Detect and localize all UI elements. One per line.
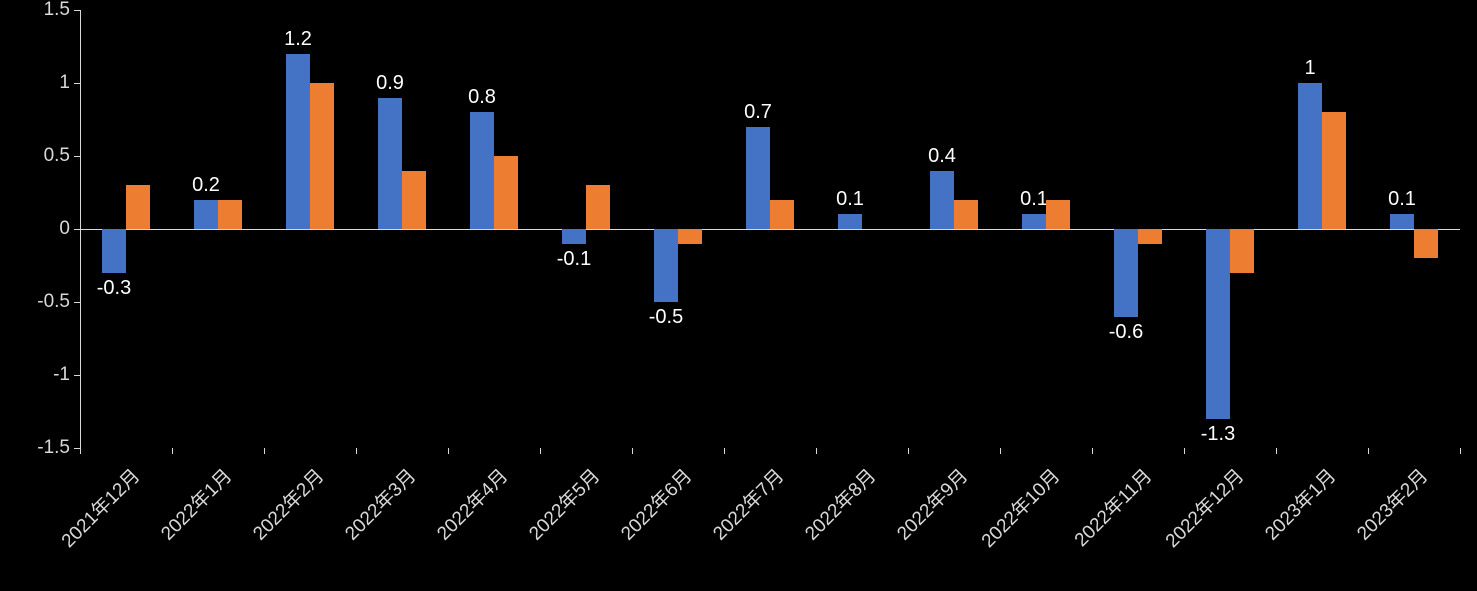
y-tick-label: 0.5	[44, 145, 70, 167]
bar-series1	[1390, 214, 1414, 229]
x-tick-mark	[1092, 448, 1093, 454]
data-label: -0.6	[1096, 321, 1156, 344]
x-tick-mark	[80, 448, 81, 454]
x-tick-mark	[1184, 448, 1185, 454]
bar-series1	[930, 171, 954, 229]
bar-series2	[1138, 229, 1162, 244]
data-label: -0.1	[544, 248, 604, 271]
bar-series1	[746, 127, 770, 229]
x-tick-mark	[540, 448, 541, 454]
bar-series2	[954, 200, 978, 229]
bar-series2	[218, 200, 242, 229]
bar-series2	[494, 156, 518, 229]
x-tick-mark	[172, 448, 173, 454]
y-tick-label: 1.5	[44, 0, 70, 21]
y-tick-mark	[74, 10, 80, 11]
x-tick-mark	[356, 448, 357, 454]
y-tick-label: -1.5	[37, 437, 70, 459]
bar-series1	[286, 54, 310, 229]
bar-series1	[1206, 229, 1230, 419]
bar-series1	[1298, 83, 1322, 229]
bar-series2	[770, 200, 794, 229]
bar-series2	[586, 185, 610, 229]
data-label: 1.2	[268, 28, 328, 51]
bar-series2	[1414, 229, 1438, 258]
data-label: 0.9	[360, 72, 420, 95]
bar-series1	[378, 98, 402, 229]
y-tick-mark	[74, 302, 80, 303]
y-tick-label: 1	[59, 72, 70, 94]
bar-series2	[1046, 200, 1070, 229]
data-label: -0.3	[84, 277, 144, 300]
y-tick-mark	[74, 375, 80, 376]
bar-series1	[1022, 214, 1046, 229]
data-label: -0.5	[636, 306, 696, 329]
x-tick-mark	[816, 448, 817, 454]
data-label: 0.8	[452, 86, 512, 109]
bar-series1	[838, 214, 862, 229]
bar-series2	[678, 229, 702, 244]
bar-series2	[1322, 112, 1346, 229]
y-tick-label: 0	[59, 218, 70, 240]
chart-container: -1.5-1-0.500.511.52021年12月2022年1月2022年2月…	[0, 0, 1477, 591]
data-label: -1.3	[1188, 423, 1248, 446]
x-tick-mark	[264, 448, 265, 454]
bar-series2	[1230, 229, 1254, 273]
x-tick-mark	[1368, 448, 1369, 454]
bar-series2	[402, 171, 426, 229]
data-label: 0.7	[728, 101, 788, 124]
data-label: 0.1	[820, 188, 880, 211]
y-tick-label: -1	[53, 364, 70, 386]
x-tick-mark	[448, 448, 449, 454]
data-label: 0.1	[1372, 188, 1432, 211]
y-tick-mark	[74, 83, 80, 84]
x-tick-mark	[1276, 448, 1277, 454]
y-tick-label: -0.5	[37, 291, 70, 313]
y-tick-mark	[74, 229, 80, 230]
y-tick-mark	[74, 156, 80, 157]
x-tick-mark	[724, 448, 725, 454]
bar-series2	[310, 83, 334, 229]
bar-series2	[126, 185, 150, 229]
data-label: 0.2	[176, 174, 236, 197]
bar-series1	[102, 229, 126, 273]
x-tick-mark	[908, 448, 909, 454]
x-tick-mark	[1000, 448, 1001, 454]
data-label: 1	[1280, 57, 1340, 80]
bar-series1	[194, 200, 218, 229]
bar-series1	[1114, 229, 1138, 317]
bar-series1	[654, 229, 678, 302]
bar-series1	[562, 229, 586, 244]
x-tick-mark	[632, 448, 633, 454]
data-label: 0.4	[912, 145, 972, 168]
x-tick-mark	[1460, 448, 1461, 454]
bar-series1	[470, 112, 494, 229]
